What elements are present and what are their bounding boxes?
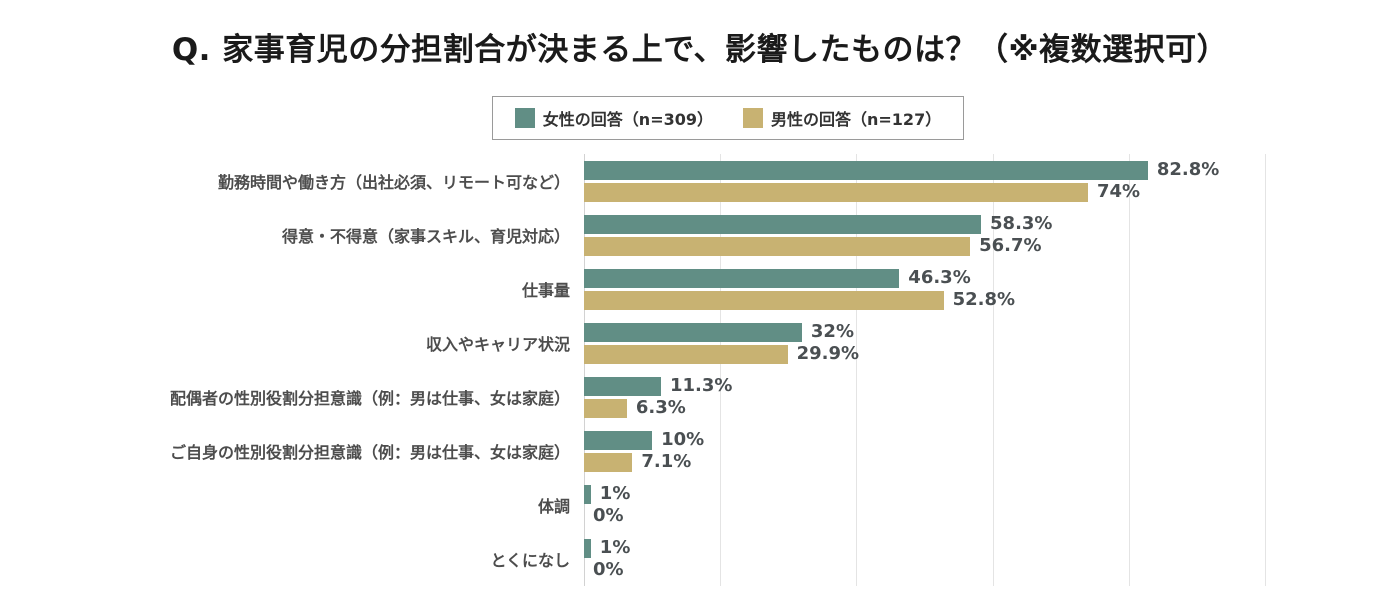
bar-male [584, 344, 788, 364]
chart-row: 勤務時間や働き方（出社必須、リモート可など） 82.8% 74% [0, 154, 1400, 208]
bar-line-female: 11.3% [584, 375, 1400, 396]
bar-female [584, 322, 802, 342]
bar-line-male: 0% [584, 507, 1400, 526]
bar-group: 46.3% 52.8% [584, 262, 1400, 316]
bar-group: 82.8% 74% [584, 154, 1400, 208]
legend-label-male: 男性の回答（n=127） [771, 110, 942, 129]
bar-line-female: 10% [584, 429, 1400, 450]
category-label: 勤務時間や働き方（出社必須、リモート可など） [217, 173, 570, 192]
value-label: 7.1% [641, 451, 692, 472]
chart-row: ご自身の性別役割分担意識（例：男は仕事、女は家庭） 10% 7.1% [0, 424, 1400, 478]
value-label: 32% [810, 321, 854, 342]
bar-line-male: 0% [584, 561, 1400, 580]
bar-group: 11.3% 6.3% [584, 370, 1400, 424]
value-label: 0% [593, 559, 624, 580]
value-label: 0% [593, 505, 624, 526]
bar-female [584, 538, 591, 558]
legend-wrap: 女性の回答（n=309） 男性の回答（n=127） [0, 96, 1400, 140]
legend-swatch-female-icon [514, 108, 535, 128]
bar-group: 32% 29.9% [584, 316, 1400, 370]
bar-male [584, 182, 1088, 202]
bar-female [584, 376, 661, 396]
bar-line-male: 7.1% [584, 451, 1400, 472]
chart-row: 得意・不得意（家事スキル、育児対応） 58.3% 56.7% [0, 208, 1400, 262]
bar-female [584, 268, 900, 288]
bar-line-male: 6.3% [584, 397, 1400, 418]
chart-row: 仕事量 46.3% 52.8% [0, 262, 1400, 316]
bar-female [584, 484, 591, 504]
chart-row: とくになし 1% 0% [0, 532, 1400, 586]
category-label: 配偶者の性別役割分担意識（例：男は仕事、女は家庭） [169, 389, 570, 408]
bar-line-male: 56.7% [584, 235, 1400, 256]
legend-item-female: 女性の回答（n=309） [514, 106, 713, 130]
bar-line-female: 1% [584, 483, 1400, 504]
bar-female [584, 430, 653, 450]
value-label: 46.3% [908, 267, 971, 288]
chart-row: 配偶者の性別役割分担意識（例：男は仕事、女は家庭） 11.3% 6.3% [0, 370, 1400, 424]
value-label: 82.8% [1156, 159, 1220, 180]
value-label: 1% [599, 483, 631, 504]
value-label: 6.3% [635, 397, 686, 418]
bar-line-male: 29.9% [584, 343, 1400, 364]
bar-line-male: 52.8% [584, 289, 1400, 310]
bar-male [584, 452, 633, 472]
grid-line [1265, 154, 1266, 586]
bar-male [584, 236, 971, 256]
axis-line [584, 154, 585, 586]
legend-label-female: 女性の回答（n=309） [542, 110, 713, 129]
grid-line [1128, 154, 1130, 586]
grid-line [856, 154, 858, 586]
bar-line-female: 82.8% [584, 159, 1400, 180]
value-label: 11.3% [669, 375, 733, 396]
bar-line-male: 74% [584, 181, 1400, 202]
bar-group: 1% 0% [584, 478, 1400, 532]
value-label: 74% [1096, 181, 1141, 202]
bar-male [584, 290, 944, 310]
bar-chart: 勤務時間や働き方（出社必須、リモート可など） 82.8% 74% 得意・不得意（家事ス… [0, 154, 1400, 590]
legend-swatch-male-icon [743, 108, 763, 128]
value-label: 56.7% [979, 235, 1042, 256]
grid-line [992, 154, 994, 586]
bar-line-female: 32% [584, 321, 1400, 342]
category-label: とくになし [490, 551, 570, 570]
category-label: 収入やキャリア状況 [425, 335, 570, 354]
legend: 女性の回答（n=309） 男性の回答（n=127） [491, 96, 965, 140]
chart-row: 収入やキャリア状況 32% 29.9% [0, 316, 1400, 370]
chart-page: Q. 家事育児の分担割合が決まる上で、影響したものは？（※複数選択可） 女性の回… [0, 24, 1400, 590]
bar-group: 58.3% 56.7% [584, 208, 1400, 262]
chart-title: Q. 家事育児の分担割合が決まる上で、影響したものは？（※複数選択可） [171, 32, 1229, 68]
bar-female [584, 214, 982, 234]
bar-group: 1% 0% [584, 532, 1400, 586]
bar-line-female: 46.3% [584, 267, 1400, 288]
value-label: 52.8% [952, 289, 1016, 310]
bar-group: 10% 7.1% [584, 424, 1400, 478]
bar-line-female: 58.3% [584, 213, 1400, 234]
value-label: 1% [599, 537, 631, 558]
bar-male [584, 398, 627, 418]
category-label: 得意・不得意（家事スキル、育児対応） [281, 227, 570, 246]
category-label: ご自身の性別役割分担意識（例：男は仕事、女は家庭） [169, 443, 570, 462]
chart-rows: 勤務時間や働き方（出社必須、リモート可など） 82.8% 74% 得意・不得意（家事ス… [0, 154, 1400, 586]
category-label: 体調 [537, 497, 570, 516]
category-label: 仕事量 [521, 281, 570, 300]
value-label: 10% [661, 429, 705, 450]
bar-line-female: 1% [584, 537, 1400, 558]
value-label: 29.9% [796, 343, 860, 364]
chart-row: 体調 1% 0% [0, 478, 1400, 532]
legend-item-male: 男性の回答（n=127） [743, 106, 941, 130]
grid-line [720, 154, 722, 586]
bar-female [584, 160, 1148, 180]
value-label: 58.3% [990, 213, 1053, 234]
